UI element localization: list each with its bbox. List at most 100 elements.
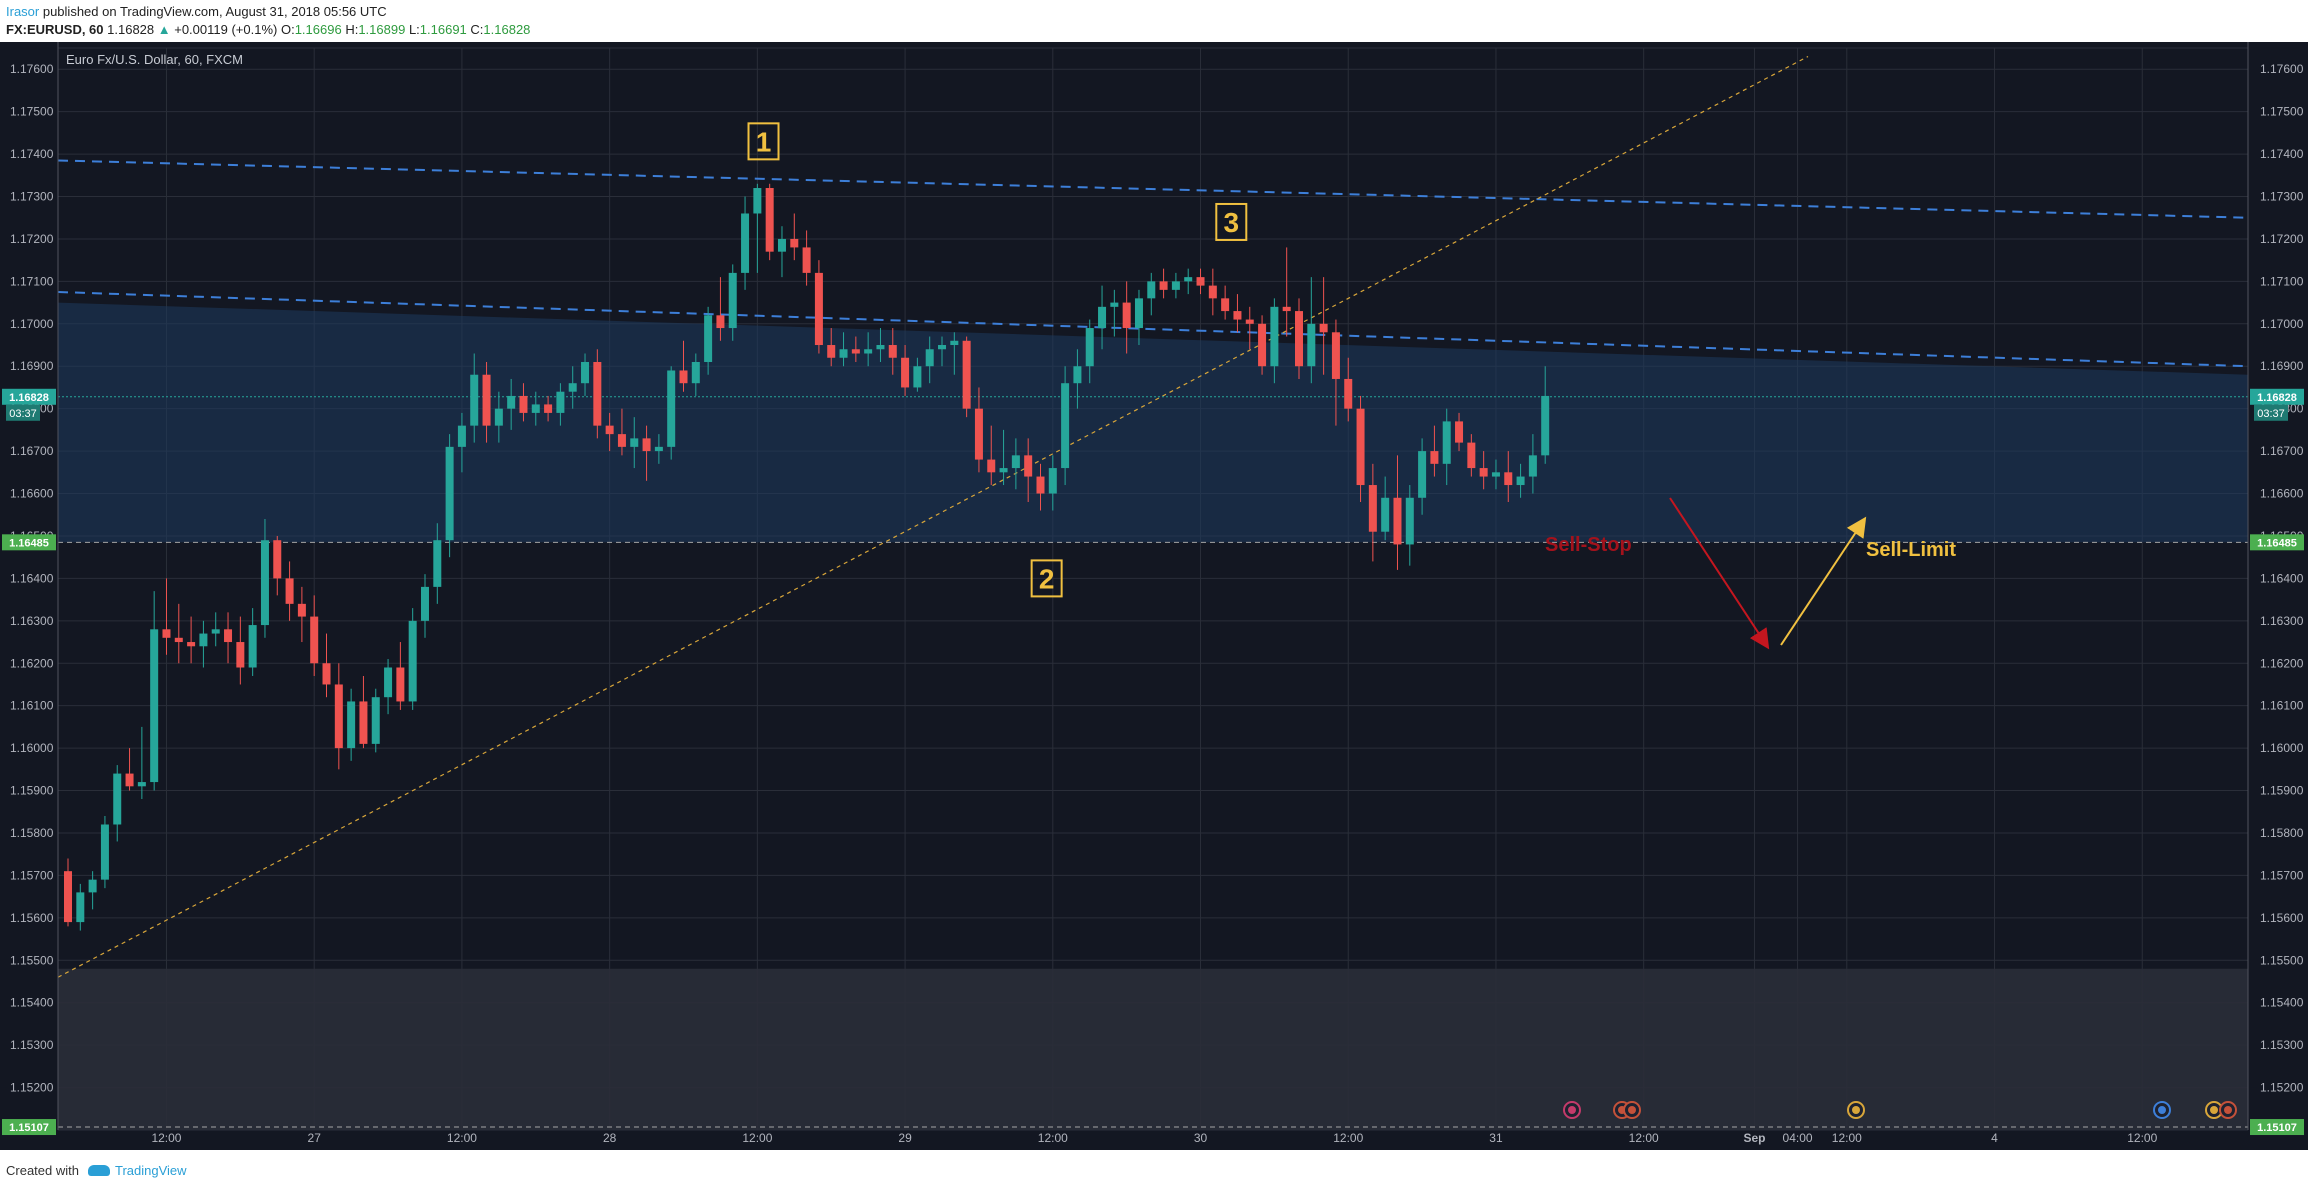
candle-body bbox=[864, 349, 873, 354]
candle-body bbox=[876, 345, 885, 350]
candle-body bbox=[1208, 285, 1217, 299]
candle-body bbox=[1085, 328, 1094, 367]
candle-body bbox=[741, 213, 750, 273]
candle-body bbox=[617, 434, 626, 447]
low-value: 1.16691 bbox=[419, 22, 467, 37]
grid bbox=[57, 47, 2249, 1131]
candle-body bbox=[1307, 323, 1316, 367]
time-tick: 31 bbox=[1489, 1131, 1503, 1145]
countdown-label-left: 03:37 bbox=[9, 408, 37, 420]
price-tick-right: 1.16200 bbox=[2260, 656, 2304, 670]
candle-body bbox=[827, 345, 836, 358]
sell-limit-arrow bbox=[1780, 516, 1867, 646]
price-tick-left: 1.16400 bbox=[10, 571, 54, 585]
chart-title: Euro Fx/U.S. Dollar, 60, FXCM bbox=[66, 52, 243, 67]
candle-body bbox=[1024, 455, 1033, 477]
annotation-number: 2 bbox=[1039, 563, 1055, 594]
time-tick: 4 bbox=[1991, 1131, 1998, 1145]
economic-event-dot-icon bbox=[2224, 1106, 2232, 1114]
publication-header: Irasor published on TradingView.com, Aug… bbox=[0, 0, 2308, 42]
price-level-label-right: 1.16485 bbox=[2257, 537, 2297, 549]
bottom-zone bbox=[58, 968, 2248, 1130]
author-link[interactable]: Irasor bbox=[6, 4, 40, 19]
candle-body bbox=[322, 663, 331, 685]
candle-body bbox=[1442, 421, 1451, 464]
candle-body bbox=[482, 374, 491, 426]
candle-body bbox=[1430, 451, 1439, 464]
candle-body bbox=[359, 701, 368, 744]
candle-body bbox=[347, 701, 356, 749]
price-tick-right: 1.17500 bbox=[2260, 105, 2304, 119]
low-label: L: bbox=[405, 22, 420, 37]
candle-body bbox=[556, 391, 565, 413]
candle-body bbox=[950, 340, 959, 346]
candle-body bbox=[1011, 455, 1020, 469]
price-tick-left: 1.15600 bbox=[10, 911, 54, 925]
countdown-tag-left bbox=[6, 404, 40, 421]
candle-body bbox=[1516, 476, 1525, 486]
symbol-label: FX:EURUSD, 60 bbox=[6, 22, 104, 37]
candle-body bbox=[1479, 468, 1488, 477]
candle-body bbox=[285, 578, 294, 604]
candle-body bbox=[642, 438, 651, 452]
candle-body bbox=[236, 642, 245, 668]
annotation-box bbox=[1215, 202, 1248, 241]
tradingview-link[interactable]: TradingView bbox=[88, 1163, 187, 1178]
candle-body bbox=[654, 446, 663, 452]
candle-body bbox=[396, 667, 405, 702]
left-axis-bg bbox=[0, 42, 58, 1150]
created-with-text: Created with bbox=[6, 1163, 79, 1178]
price-tick-left: 1.16300 bbox=[10, 614, 54, 628]
high-label: H: bbox=[341, 22, 359, 37]
candle-body bbox=[519, 395, 528, 413]
time-tick: 12:00 bbox=[1038, 1131, 1068, 1145]
candle-body bbox=[470, 374, 479, 426]
candle-body bbox=[814, 272, 823, 346]
price-tick-right: 1.17600 bbox=[2260, 62, 2304, 76]
plot-frame bbox=[57, 47, 2249, 1131]
time-tick: 12:00 bbox=[447, 1131, 477, 1145]
close-label: C: bbox=[466, 22, 484, 37]
candle-body bbox=[1159, 281, 1168, 290]
candle-body bbox=[260, 540, 269, 626]
price-tick-left: 1.15500 bbox=[10, 953, 54, 967]
candle-body bbox=[1171, 281, 1180, 290]
candle-body bbox=[1098, 306, 1107, 329]
candle-body bbox=[765, 188, 774, 252]
price-tick-right: 1.16300 bbox=[2260, 614, 2304, 628]
candle-body bbox=[1405, 497, 1414, 545]
candle-body bbox=[1295, 311, 1303, 367]
price-level-label-left: 1.15107 bbox=[9, 1122, 49, 1134]
candle-body bbox=[248, 625, 257, 668]
candle-body bbox=[962, 340, 971, 409]
candle-body bbox=[507, 395, 516, 409]
economic-event-dot-icon bbox=[1568, 1106, 1576, 1114]
candle-body bbox=[1147, 281, 1156, 299]
candle-body bbox=[1184, 277, 1193, 282]
candle-body bbox=[999, 468, 1008, 473]
price-tick-left: 1.16000 bbox=[10, 741, 54, 755]
candle-body bbox=[1036, 476, 1045, 494]
candle-body bbox=[1282, 306, 1291, 312]
candle-body bbox=[802, 247, 811, 273]
candle-body bbox=[88, 879, 97, 893]
price-tick-left: 1.17600 bbox=[10, 62, 54, 76]
candle-body bbox=[1356, 408, 1365, 486]
price-tick-right: 1.16900 bbox=[2260, 359, 2304, 373]
annotation-number: 3 bbox=[1224, 207, 1240, 238]
price-tick-right: 1.15300 bbox=[2260, 1038, 2304, 1052]
high-value: 1.16899 bbox=[358, 22, 406, 37]
candle-body bbox=[457, 425, 466, 447]
candle-body bbox=[777, 238, 786, 252]
candle-body bbox=[1331, 332, 1340, 379]
candle-body bbox=[1381, 497, 1390, 532]
candle-body bbox=[494, 408, 503, 426]
candle-body bbox=[125, 773, 134, 787]
open-label: O: bbox=[277, 22, 295, 37]
price-tick-left: 1.16700 bbox=[10, 444, 54, 458]
time-axis: 12:00 27 12:00 28 12:00 29 12:00 30 12:00 31 12:00… bbox=[151, 1131, 2157, 1145]
annotations: 1 2 3 bbox=[747, 122, 1248, 598]
price-tick-right: 1.17000 bbox=[2260, 317, 2304, 331]
